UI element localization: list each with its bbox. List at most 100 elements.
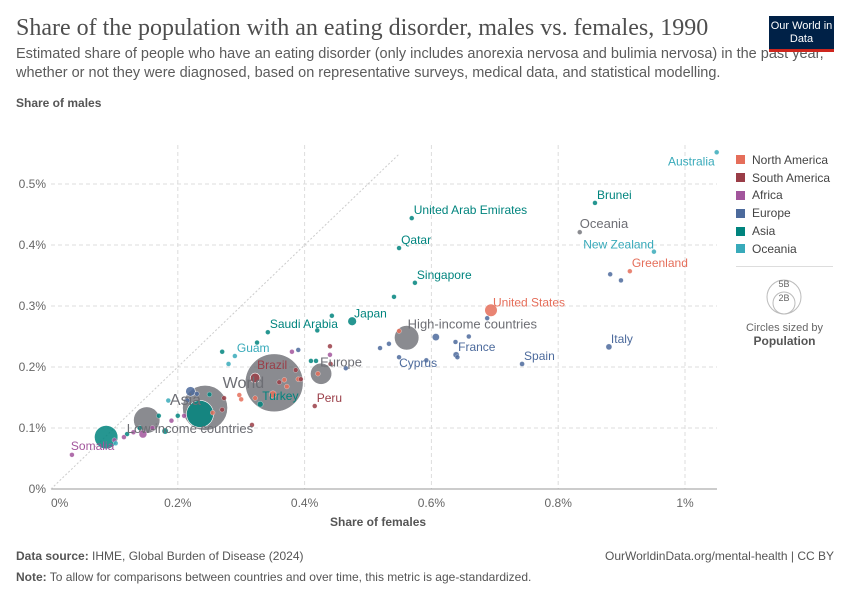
data-point-europe bbox=[310, 362, 333, 385]
note-label: Note: bbox=[16, 570, 47, 584]
legend-item-oceania[interactable]: Oceania bbox=[736, 240, 830, 258]
data-point bbox=[396, 328, 402, 334]
size-small-label: 2B bbox=[778, 293, 789, 303]
data-point bbox=[284, 383, 290, 390]
data-point bbox=[94, 425, 119, 450]
size-legend-circles: 5B 2B bbox=[766, 279, 802, 315]
y-tick-label: 0.1% bbox=[19, 421, 47, 435]
data-point bbox=[276, 379, 282, 385]
data-point-somalia bbox=[69, 452, 75, 458]
source-text[interactable]: IHME, Global Burden of Disease (2024) bbox=[92, 549, 304, 563]
data-point bbox=[269, 390, 277, 399]
data-point bbox=[328, 361, 334, 367]
point-label: Brunei bbox=[597, 188, 632, 202]
data-point bbox=[225, 361, 232, 367]
region-legend: North America South America Africa Europe As… bbox=[736, 151, 830, 258]
point-label: Qatar bbox=[401, 233, 431, 247]
data-point bbox=[165, 397, 171, 404]
point-label: Guam bbox=[237, 341, 270, 355]
source-url[interactable]: OurWorldinData.org/mental-health | CC BY bbox=[605, 549, 834, 563]
data-point bbox=[281, 377, 287, 383]
data-point bbox=[249, 422, 255, 428]
point-label: Cyprus bbox=[399, 356, 437, 370]
data-point bbox=[607, 271, 613, 277]
legend-item-north-america[interactable]: North America bbox=[736, 151, 830, 169]
legend-swatch bbox=[736, 155, 745, 165]
data-point bbox=[194, 391, 200, 397]
data-point bbox=[329, 313, 335, 319]
data-point bbox=[308, 358, 314, 364]
data-point bbox=[168, 418, 175, 424]
data-point-new-zealand bbox=[651, 249, 657, 255]
data-point-japan bbox=[347, 316, 357, 326]
data-point-world bbox=[244, 353, 304, 413]
size-legend-title: Circles sized by bbox=[745, 322, 824, 334]
point-label: Peru bbox=[317, 391, 342, 405]
x-tick-label: 0% bbox=[51, 496, 69, 510]
data-point bbox=[327, 343, 333, 349]
y-tick-label: 0.2% bbox=[19, 360, 47, 374]
data-point bbox=[156, 413, 162, 419]
data-point-brazil bbox=[249, 372, 261, 384]
legend-item-europe[interactable]: Europe bbox=[736, 204, 830, 222]
data-point bbox=[252, 395, 258, 401]
data-point bbox=[313, 358, 319, 364]
data-point bbox=[386, 341, 392, 347]
point-label: Italy bbox=[611, 332, 633, 346]
legend-swatch bbox=[736, 208, 745, 218]
point-label: Greenland bbox=[632, 256, 688, 270]
data-point bbox=[423, 357, 429, 363]
y-tick-label: 0% bbox=[29, 482, 47, 496]
x-tick-label: 0.6% bbox=[418, 496, 446, 510]
legend-item-africa[interactable]: Africa bbox=[736, 187, 830, 205]
data-point bbox=[161, 427, 169, 435]
data-point-saudi-arabia bbox=[265, 329, 271, 335]
chart-header: Share of the population with an eating d… bbox=[16, 14, 836, 110]
point-label: Japan bbox=[354, 306, 387, 320]
data-point bbox=[343, 365, 349, 371]
owid-logo[interactable]: Our World in Data bbox=[769, 16, 834, 52]
data-point-spain bbox=[519, 361, 525, 367]
data-point-united-states bbox=[484, 303, 498, 317]
data-point bbox=[466, 333, 472, 340]
point-label: United Arab Emirates bbox=[414, 203, 527, 217]
x-tick-label: 0.4% bbox=[291, 496, 319, 510]
point-label: Singapore bbox=[417, 268, 472, 282]
point-label: Europe bbox=[320, 355, 362, 370]
data-point bbox=[293, 367, 299, 373]
x-tick-label: 0.2% bbox=[164, 496, 192, 510]
point-label: United States bbox=[493, 295, 565, 309]
data-point bbox=[254, 340, 260, 346]
point-label: World bbox=[223, 375, 265, 392]
legend-label: South America bbox=[752, 170, 831, 185]
size-legend: 5B 2B Circles sized by Population bbox=[736, 266, 833, 348]
point-label: Oceania bbox=[580, 216, 629, 231]
data-point bbox=[484, 315, 490, 321]
x-tick-label: 0.8% bbox=[545, 496, 573, 510]
y-tick-label: 0.4% bbox=[19, 238, 47, 252]
legend-item-south-america[interactable]: South America bbox=[736, 169, 830, 187]
data-point bbox=[391, 294, 397, 300]
point-label: High-income countries bbox=[408, 317, 538, 332]
data-point bbox=[295, 347, 301, 353]
data-point bbox=[219, 349, 225, 355]
chart-subtitle: Estimated share of people who have an ea… bbox=[16, 46, 824, 81]
data-point bbox=[130, 429, 136, 435]
legend-label: Asia bbox=[752, 224, 776, 239]
data-point bbox=[113, 440, 119, 446]
legend-item-asia[interactable]: Asia bbox=[736, 222, 830, 240]
data-point bbox=[175, 413, 181, 419]
y-tick-label: 0.5% bbox=[19, 177, 47, 191]
data-point-cyprus bbox=[396, 354, 402, 360]
data-point-qatar bbox=[396, 245, 402, 251]
data-point bbox=[327, 352, 333, 358]
data-point bbox=[181, 413, 187, 419]
data-point bbox=[138, 430, 147, 439]
legend-swatch bbox=[736, 190, 745, 200]
data-point-greenland bbox=[627, 268, 633, 274]
data-point bbox=[206, 391, 213, 398]
legend-label: Oceania bbox=[752, 241, 797, 256]
data-point bbox=[618, 277, 624, 283]
